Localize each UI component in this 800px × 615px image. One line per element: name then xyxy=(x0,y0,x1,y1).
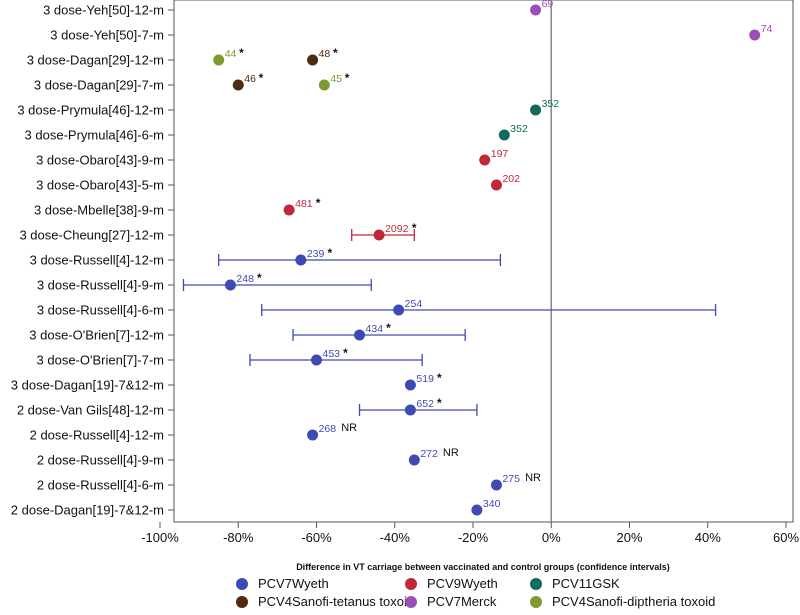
data-point xyxy=(408,454,420,466)
y-tick-label: 3 dose-Prymula[46]-12-m xyxy=(17,103,164,118)
y-tick-label: 3 dose-Dagan[19]-7&12-m xyxy=(11,378,164,393)
data-point xyxy=(307,429,319,441)
x-tick-label: -20% xyxy=(458,530,489,545)
y-tick-label: 2 dose-Van Gils[48]-12-m xyxy=(17,403,164,418)
significance-star: * xyxy=(343,346,348,360)
data-point xyxy=(224,279,236,291)
significance-star: * xyxy=(259,71,264,85)
x-tick-label: 60% xyxy=(773,530,799,545)
sample-size-label: 239 xyxy=(307,248,325,260)
x-tick-label: 20% xyxy=(616,530,642,545)
data-point xyxy=(307,54,319,66)
data-point xyxy=(404,379,416,391)
y-tick-label: 3 dose-Obaro[43]-9-m xyxy=(36,153,164,168)
not-reported-note: NR xyxy=(341,422,357,434)
sample-size-label: 45 xyxy=(330,73,342,85)
x-tick-label: -60% xyxy=(301,530,332,545)
significance-star: * xyxy=(239,46,244,60)
sample-size-label: 46 xyxy=(244,73,256,85)
data-point xyxy=(479,154,491,166)
sample-size-label: 202 xyxy=(502,173,520,185)
sample-size-label: 434 xyxy=(366,323,384,335)
data-point xyxy=(318,79,330,91)
y-tick-label: 3 dose-Obaro[43]-5-m xyxy=(36,178,164,193)
data-point xyxy=(530,4,542,16)
y-tick-label: 3 dose-Prymula[46]-6-m xyxy=(25,128,164,143)
y-tick-label: 2 dose-Russell[4]-6-m xyxy=(37,478,164,493)
sample-size-label: 197 xyxy=(491,148,509,160)
y-tick-label: 3 dose-Yeh[50]-12-m xyxy=(43,3,164,18)
significance-star: * xyxy=(327,246,332,260)
data-point xyxy=(232,79,244,91)
y-tick-label: 3 dose-Mbelle[38]-9-m xyxy=(34,203,164,218)
significance-star: * xyxy=(412,221,417,235)
significance-star: * xyxy=(437,396,442,410)
sample-size-label: 275 xyxy=(502,473,520,485)
data-point xyxy=(490,179,502,191)
y-tick-label: 3 dose-Cheung[27]-12-m xyxy=(19,228,164,243)
data-point xyxy=(373,229,385,241)
data-point xyxy=(311,354,322,366)
significance-star: * xyxy=(386,321,391,335)
not-reported-note: NR xyxy=(443,447,459,459)
sample-size-label: 340 xyxy=(483,498,501,510)
sample-size-label: 519 xyxy=(416,373,434,385)
y-tick-label: 2 dose-Russell[4]-9-m xyxy=(37,453,164,468)
y-tick-label: 3 dose-Dagan[29]-12-m xyxy=(27,53,164,68)
sample-size-label: 268 xyxy=(319,423,337,435)
data-point xyxy=(393,304,405,316)
sample-size-label: 44 xyxy=(225,48,237,60)
significance-star: * xyxy=(316,196,321,210)
y-tick-label: 3 dose-Dagan[29]-7-m xyxy=(34,78,164,93)
data-point xyxy=(749,29,761,41)
sample-size-label: 352 xyxy=(542,98,560,110)
sample-size-label: 48 xyxy=(319,48,331,60)
y-tick-label: 3 dose-Russell[4]-6-m xyxy=(37,303,164,318)
data-point xyxy=(213,54,225,66)
y-tick-label: 3 dose-O'Brien[7]-7-m xyxy=(37,353,164,368)
significance-star: * xyxy=(257,271,262,285)
sample-size-label: 352 xyxy=(510,123,528,135)
not-reported-note: NR xyxy=(525,472,541,484)
plot-frame xyxy=(173,0,794,523)
x-tick-label: 40% xyxy=(695,530,721,545)
y-tick-label: 3 dose-Russell[4]-12-m xyxy=(30,253,164,268)
significance-star: * xyxy=(437,371,442,385)
data-point xyxy=(404,404,416,416)
sample-size-label: 481 xyxy=(295,198,313,210)
x-tick-label: 0% xyxy=(542,530,561,545)
data-point xyxy=(471,504,483,516)
data-point xyxy=(283,204,295,216)
sample-size-label: 74 xyxy=(761,23,773,35)
y-tick-label: 3 dose-O'Brien[7]-12-m xyxy=(29,328,164,343)
significance-star: * xyxy=(345,71,350,85)
sample-size-label: 652 xyxy=(416,398,434,410)
y-tick-label: 3 dose-Yeh[50]-7-m xyxy=(50,28,164,43)
data-point xyxy=(498,129,510,141)
data-point xyxy=(354,329,366,341)
x-tick-label: -40% xyxy=(380,530,411,545)
significance-star: * xyxy=(333,46,338,60)
y-tick-label: 2 dose-Dagan[19]-7&12-m xyxy=(11,503,164,518)
y-tick-label: 3 dose-Russell[4]-9-m xyxy=(37,278,164,293)
x-tick-label: -80% xyxy=(223,530,254,545)
sample-size-label: 2092 xyxy=(385,223,409,235)
sample-size-label: 453 xyxy=(323,348,341,360)
sample-size-label: 272 xyxy=(420,448,438,460)
data-point xyxy=(490,479,502,491)
sample-size-label: 248 xyxy=(236,273,254,285)
x-tick-label: -100% xyxy=(141,530,179,545)
data-point xyxy=(530,104,542,116)
y-tick-label: 2 dose-Russell[4]-12-m xyxy=(30,428,164,443)
x-axis-label: Difference in VT carriage between vaccin… xyxy=(296,562,670,572)
sample-size-label: 254 xyxy=(405,298,423,310)
data-point xyxy=(295,254,307,266)
sample-size-label: 69 xyxy=(542,0,554,10)
